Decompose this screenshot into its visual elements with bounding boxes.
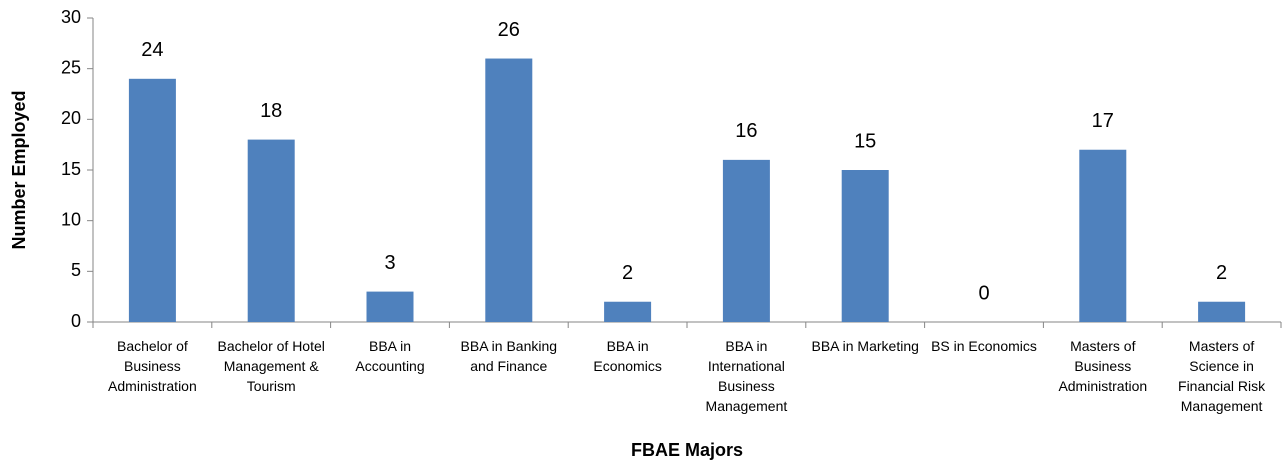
data-label: 26 bbox=[498, 19, 520, 41]
x-tick-label-line: International bbox=[708, 358, 785, 374]
x-tick-label: BBA in Marketing bbox=[812, 338, 919, 354]
y-tick-label: 5 bbox=[71, 260, 81, 280]
y-tick-label: 25 bbox=[61, 57, 81, 77]
x-tick-label-line: Business bbox=[124, 358, 181, 374]
x-tick-label: BBA in International Business Management bbox=[706, 338, 788, 414]
bar bbox=[604, 301, 652, 322]
y-tick-label: 0 bbox=[71, 311, 81, 331]
y-tick-label: 15 bbox=[61, 159, 81, 179]
x-tick-label-line: Management & bbox=[224, 358, 320, 374]
x-tick-label-line: Business bbox=[1074, 358, 1131, 374]
x-tick-label: Masters of Business Administration bbox=[1058, 338, 1147, 394]
x-tick-label-line: Administration bbox=[108, 378, 197, 394]
x-tick-label-line: Masters of bbox=[1189, 338, 1254, 354]
x-tick-label-line: Bachelor of Hotel bbox=[217, 338, 324, 354]
bar bbox=[841, 170, 889, 322]
data-label: 2 bbox=[1216, 262, 1227, 284]
x-tick-label-line: Accounting bbox=[355, 358, 424, 374]
data-label: 17 bbox=[1092, 110, 1114, 132]
x-axis-title: FBAE Majors bbox=[631, 440, 743, 460]
x-tick-label-line: Management bbox=[706, 398, 788, 414]
data-label: 18 bbox=[260, 100, 282, 122]
x-tick-label: BBA in Banking and Finance bbox=[461, 338, 558, 374]
data-label: 2 bbox=[622, 262, 633, 284]
bar bbox=[1079, 149, 1127, 322]
y-tick-label: 10 bbox=[61, 209, 81, 229]
x-tick-label-line: and Finance bbox=[470, 358, 547, 374]
x-tick-label: BBA in Accounting bbox=[355, 338, 424, 374]
x-tick-label: Masters of Science in Financial Risk Manage… bbox=[1178, 338, 1266, 414]
x-tick-label-line: Tourism bbox=[247, 378, 296, 394]
x-tick-label-line: Bachelor of bbox=[117, 338, 188, 354]
data-label: 3 bbox=[384, 252, 395, 274]
x-tick-label-line: Science in bbox=[1189, 358, 1254, 374]
y-tick-label: 20 bbox=[61, 108, 81, 128]
bar bbox=[1198, 301, 1246, 322]
x-tick-label-line: Administration bbox=[1058, 378, 1147, 394]
x-tick-label: BBA in Economics bbox=[593, 338, 661, 374]
x-tick-label-line: BBA in bbox=[369, 338, 411, 354]
bar bbox=[485, 58, 533, 323]
x-tick-label-line: Management bbox=[1181, 398, 1263, 414]
x-tick-label: Bachelor of Business Administration bbox=[108, 338, 197, 394]
y-axis-title: Number Employed bbox=[9, 90, 29, 249]
x-tick-label-line: Business bbox=[718, 378, 775, 394]
x-tick-label-line: Economics bbox=[593, 358, 661, 374]
bar bbox=[722, 159, 770, 322]
data-label: 15 bbox=[854, 130, 876, 152]
data-label: 0 bbox=[978, 282, 989, 304]
x-tick-label-line: Financial Risk bbox=[1178, 378, 1266, 394]
data-label: 24 bbox=[141, 39, 163, 61]
bar bbox=[366, 291, 414, 322]
bar bbox=[247, 139, 295, 322]
x-tick-label: BS in Economics bbox=[931, 338, 1037, 354]
x-tick-label-line: BBA in Marketing bbox=[812, 338, 919, 354]
x-tick-label-line: BBA in Banking bbox=[461, 338, 558, 354]
x-tick-label: Bachelor of Hotel Management & Tourism bbox=[217, 338, 324, 394]
x-tick-label-line: BBA in bbox=[725, 338, 767, 354]
bar bbox=[128, 78, 176, 322]
y-tick-label: 30 bbox=[61, 7, 81, 27]
x-tick-label-line: BS in Economics bbox=[931, 338, 1037, 354]
x-tick-label-line: BBA in bbox=[607, 338, 649, 354]
x-tick-label-line: Masters of bbox=[1070, 338, 1135, 354]
data-label: 16 bbox=[735, 120, 757, 142]
